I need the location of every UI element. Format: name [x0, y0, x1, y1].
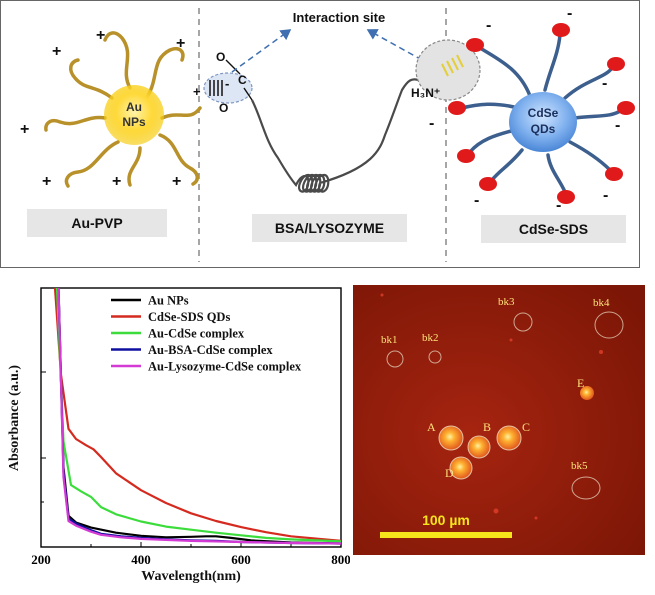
legend-label-1: CdSe-SDS QDs — [148, 310, 230, 324]
label-bk3: bk3 — [498, 296, 515, 308]
x-axis-label: Wavelength(nm) — [141, 569, 241, 584]
qd-label-line1: CdSe — [528, 106, 559, 120]
caption-cdse-sds: CdSe-SDS — [481, 215, 626, 243]
series-line-4 — [57, 287, 342, 545]
interaction-bars-right — [441, 54, 464, 77]
x-tick-label: 800 — [331, 552, 350, 567]
au-pvp-ligands — [44, 31, 202, 188]
label-bk5: bk5 — [571, 460, 588, 472]
series-line-2 — [55, 287, 342, 543]
fluorescence-micrograph: bk1 bk2 bk3 bk4 bk5 A B C D E 100 µm — [353, 285, 645, 555]
au-nanoparticle — [104, 85, 164, 145]
left-plus: + — [193, 84, 201, 99]
legend-label-4: Au-Lysozyme-CdSe complex — [148, 360, 302, 374]
series-lines — [53, 287, 342, 545]
arrow-left — [231, 29, 292, 73]
x-tick-label: 400 — [131, 552, 151, 567]
label-D: D — [445, 466, 454, 480]
caption-bsa-lysozyme: BSA/LYSOZYME — [252, 214, 407, 242]
series-line-1 — [53, 287, 342, 542]
caption-au-pvp: Au-PVP — [27, 209, 167, 237]
label-bk4: bk4 — [593, 297, 610, 309]
qd-label-line2: QDs — [531, 122, 556, 136]
carbon: C — [238, 73, 247, 87]
svg-text:-: - — [602, 75, 607, 92]
amine-label: H₃N⁺ — [411, 86, 440, 100]
label-E: E — [577, 376, 584, 390]
svg-text:-: - — [603, 187, 608, 204]
legend-label-2: Au-CdSe complex — [148, 327, 245, 341]
oxygen-top: O — [216, 50, 225, 64]
left-minus: - — [225, 76, 229, 91]
svg-text:+: + — [96, 27, 105, 44]
svg-text:+: + — [112, 173, 121, 190]
arrow-right — [366, 29, 423, 61]
y-axis-label: Absorbance (a.u.) — [7, 365, 22, 472]
svg-text:-: - — [429, 115, 434, 132]
sds-ligands — [460, 33, 624, 194]
label-bk1: bk1 — [381, 334, 398, 346]
svg-text:+: + — [176, 35, 185, 52]
x-tick-label: 200 — [31, 552, 51, 567]
interaction-ellipse-right — [415, 39, 481, 101]
x-tick-label: 600 — [231, 552, 251, 567]
svg-text:-: - — [615, 117, 620, 134]
micrograph-labels: bk1 bk2 bk3 bk4 bk5 A B C D E — [381, 296, 610, 480]
scale-bar — [380, 532, 512, 538]
oxygen-bottom: O — [219, 101, 228, 115]
label-B: B — [483, 420, 491, 434]
au-charges: + + + + + + + — [20, 27, 185, 190]
label-bk2: bk2 — [422, 332, 439, 344]
label-C: C — [522, 420, 530, 434]
legend-label-3: Au-BSA-CdSe complex — [148, 343, 273, 357]
interaction-bars-left — [209, 80, 223, 96]
qd-charges: - - - - - - - - — [429, 5, 620, 214]
interaction-ellipse-left — [203, 72, 253, 104]
scale-bar-label: 100 µm — [422, 512, 470, 528]
y-minor-ticks — [41, 371, 46, 503]
schematic-panel: Au NPs + + + + + + + + - O C O Interacti… — [0, 0, 640, 268]
svg-text:+: + — [42, 173, 51, 190]
svg-text:-: - — [486, 17, 491, 34]
absorbance-chart: 200 400 600 800 Au NPs CdSe-SDS QDs Au-CdSe c… — [7, 287, 350, 584]
svg-text:+: + — [172, 173, 181, 190]
micrograph-drawing: bk1 bk2 bk3 bk4 bk5 A B C D E 100 µm — [353, 285, 645, 555]
protein-chain — [251, 78, 419, 193]
svg-text:+: + — [52, 43, 61, 60]
svg-text:+: + — [20, 121, 29, 138]
cdse-quantum-dot — [509, 92, 577, 152]
legend-label-0: Au NPs — [148, 294, 189, 308]
sds-headgroups — [448, 23, 635, 204]
schematic-drawing: Au NPs + + + + + + + + - O C O Interacti… — [20, 5, 635, 262]
svg-text:-: - — [474, 192, 479, 209]
label-A: A — [427, 420, 436, 434]
legend: Au NPs CdSe-SDS QDs Au-CdSe complex Au-BSA-… — [111, 294, 302, 374]
au-label-line1: Au — [126, 100, 142, 114]
au-label-line2: NPs — [122, 115, 146, 129]
svg-text:-: - — [567, 5, 572, 22]
interaction-site-label: Interaction site — [293, 10, 385, 25]
series-line-0 — [57, 287, 342, 545]
svg-text:-: - — [556, 197, 561, 214]
x-ticks: 200 400 600 800 — [31, 542, 350, 567]
